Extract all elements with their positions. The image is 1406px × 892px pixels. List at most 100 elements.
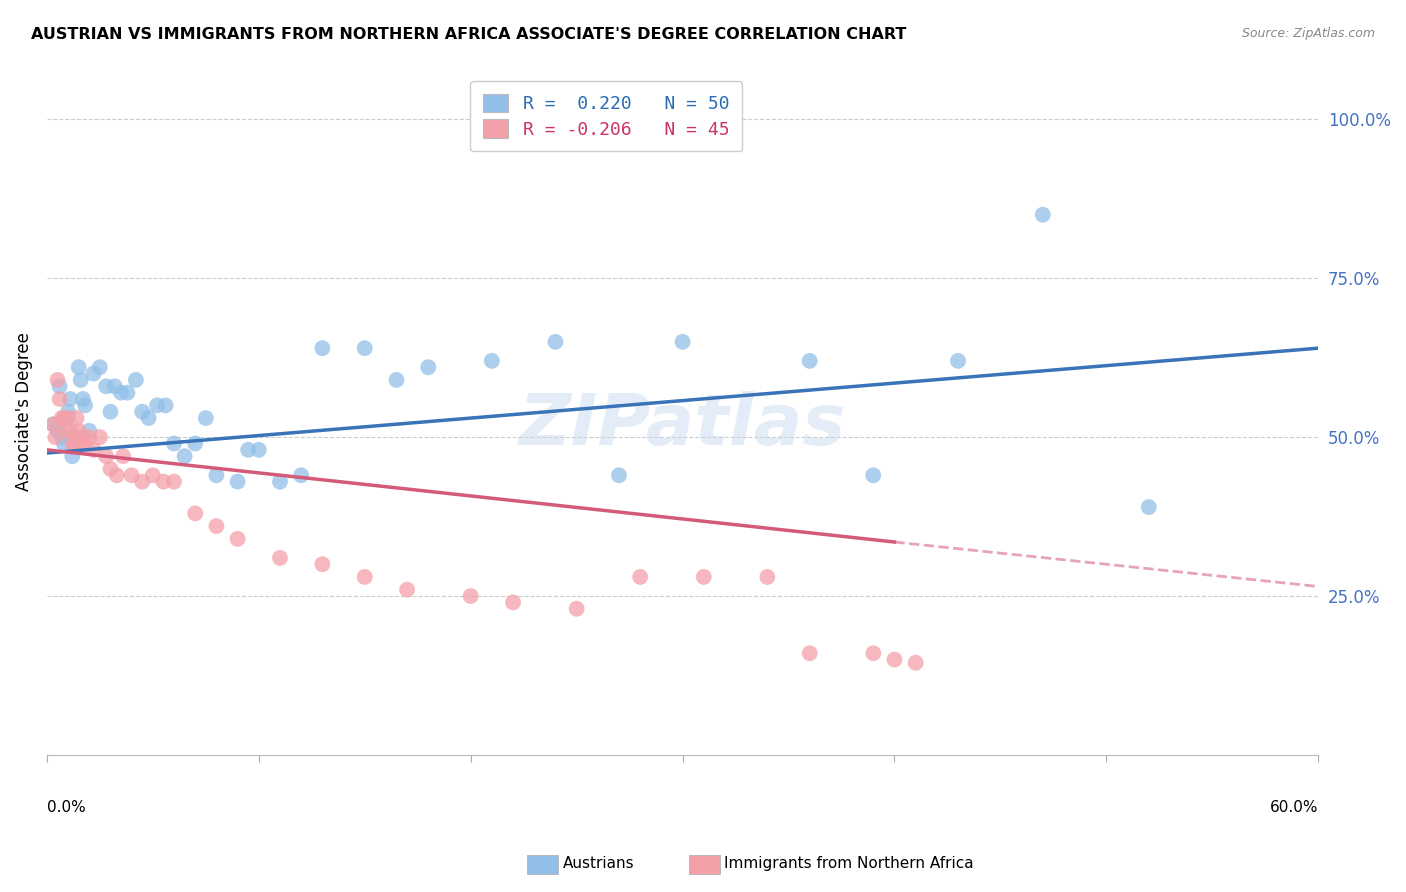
Point: [73, 398, 96, 412]
Point: [946, 354, 969, 368]
Point: [607, 468, 630, 483]
Point: [72, 392, 94, 406]
Point: [163, 436, 186, 450]
Point: [799, 354, 821, 368]
Point: [311, 341, 333, 355]
Point: [226, 532, 249, 546]
Point: [628, 570, 651, 584]
Point: [131, 405, 153, 419]
Point: [65, 411, 87, 425]
Point: [146, 398, 169, 412]
Point: [46, 424, 69, 438]
Point: [460, 589, 482, 603]
Point: [883, 652, 905, 666]
Point: [112, 449, 135, 463]
Point: [862, 646, 884, 660]
Legend: R =  0.220   N = 50, R = -0.206   N = 45: R = 0.220 N = 50, R = -0.206 N = 45: [471, 81, 742, 152]
Point: [756, 570, 779, 584]
Point: [117, 385, 139, 400]
Point: [418, 360, 440, 375]
Point: [671, 334, 693, 349]
Point: [544, 334, 567, 349]
Point: [247, 442, 270, 457]
Point: [59, 392, 82, 406]
Point: [42, 417, 65, 432]
Point: [89, 360, 111, 375]
Point: [60, 449, 83, 463]
Point: [51, 411, 73, 425]
Point: [142, 468, 165, 483]
Point: [89, 430, 111, 444]
Text: 0.0%: 0.0%: [46, 799, 86, 814]
Point: [44, 430, 66, 444]
Text: Immigrants from Northern Africa: Immigrants from Northern Africa: [724, 856, 974, 871]
Point: [56, 411, 79, 425]
Point: [385, 373, 408, 387]
Point: [481, 354, 503, 368]
Point: [131, 475, 153, 489]
Point: [59, 424, 82, 438]
Point: [100, 405, 122, 419]
Point: [205, 519, 228, 533]
Point: [155, 398, 177, 412]
Point: [290, 468, 312, 483]
Point: [194, 411, 217, 425]
Point: [184, 507, 207, 521]
Point: [83, 442, 105, 457]
Point: [51, 430, 73, 444]
Point: [565, 601, 588, 615]
Point: [55, 424, 77, 438]
Point: [693, 570, 716, 584]
Point: [173, 449, 195, 463]
Point: [862, 468, 884, 483]
Point: [55, 411, 77, 425]
Point: [1137, 500, 1160, 514]
Point: [184, 436, 207, 450]
Point: [83, 367, 105, 381]
Text: 60.0%: 60.0%: [1270, 799, 1319, 814]
Point: [163, 475, 186, 489]
Text: AUSTRIAN VS IMMIGRANTS FROM NORTHERN AFRICA ASSOCIATE'S DEGREE CORRELATION CHART: AUSTRIAN VS IMMIGRANTS FROM NORTHERN AFR…: [31, 27, 907, 42]
Point: [72, 430, 94, 444]
Point: [48, 379, 70, 393]
Point: [96, 379, 118, 393]
Point: [67, 424, 90, 438]
Text: ZIPatlas: ZIPatlas: [519, 391, 846, 460]
Point: [56, 405, 79, 419]
Point: [396, 582, 419, 597]
Point: [205, 468, 228, 483]
Point: [152, 475, 174, 489]
Point: [1032, 208, 1054, 222]
Point: [63, 436, 86, 450]
Point: [502, 595, 524, 609]
Point: [311, 558, 333, 572]
Point: [121, 468, 143, 483]
Point: [799, 646, 821, 660]
Point: [42, 417, 65, 432]
Point: [105, 468, 128, 483]
Text: Austrians: Austrians: [562, 856, 634, 871]
Point: [46, 373, 69, 387]
Point: [269, 550, 291, 565]
Point: [96, 449, 118, 463]
Point: [226, 475, 249, 489]
Text: Source: ZipAtlas.com: Source: ZipAtlas.com: [1241, 27, 1375, 40]
Point: [104, 379, 127, 393]
Point: [353, 570, 375, 584]
Y-axis label: Associate's Degree: Associate's Degree: [15, 333, 32, 491]
Point: [69, 373, 91, 387]
Point: [110, 385, 132, 400]
Point: [138, 411, 160, 425]
Point: [52, 411, 75, 425]
Point: [77, 430, 100, 444]
Point: [77, 424, 100, 438]
Point: [52, 436, 75, 450]
Point: [269, 475, 291, 489]
Point: [67, 360, 90, 375]
Point: [125, 373, 148, 387]
Point: [904, 656, 927, 670]
Point: [60, 436, 83, 450]
Point: [100, 462, 122, 476]
Point: [63, 430, 86, 444]
Point: [73, 436, 96, 450]
